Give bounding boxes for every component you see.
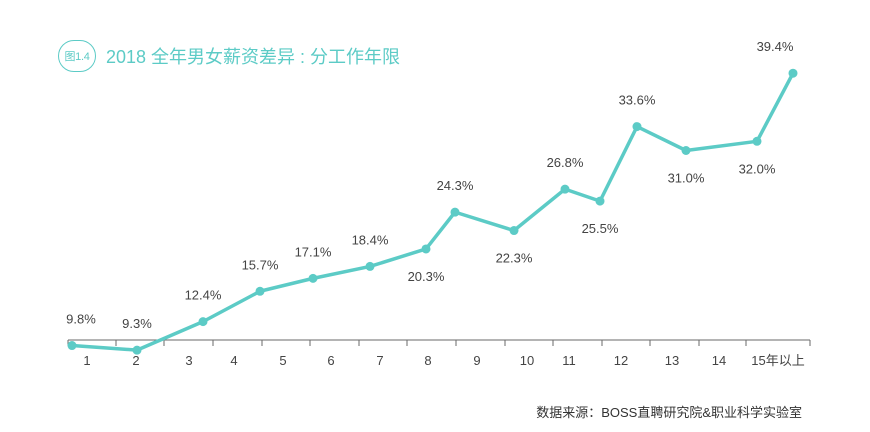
x-tick-label-2: 2 <box>132 353 139 368</box>
x-tick-label-11: 11 <box>562 353 576 368</box>
x-tick-label-15: 15年以上 <box>751 353 804 368</box>
x-tick-label-4: 4 <box>230 353 237 368</box>
x-tick-label-13: 13 <box>665 353 679 368</box>
chart-title: 2018 全年男女薪资差异 : 分工作年限 <box>106 47 401 67</box>
data-point-15 <box>788 68 798 78</box>
data-point-4 <box>255 286 265 296</box>
data-point-11 <box>595 196 605 206</box>
data-label-10: 26.8% <box>547 155 584 170</box>
data-label-9: 22.3% <box>496 251 533 266</box>
data-point-13 <box>681 146 691 155</box>
data-label-7: 20.3% <box>408 269 445 284</box>
x-tick-label-1: 1 <box>83 353 90 368</box>
data-label-3: 12.4% <box>185 288 222 303</box>
x-tick-label-9: 9 <box>473 353 480 368</box>
chart-header: 图1.4 2018 全年男女薪资差异 : 分工作年限 <box>58 40 400 72</box>
data-point-7 <box>421 244 431 254</box>
data-label-13: 31.0% <box>668 171 705 186</box>
data-point-9 <box>509 226 519 236</box>
x-tick-label-12: 12 <box>614 353 628 368</box>
data-point-14 <box>752 136 762 146</box>
data-label-2: 9.3% <box>122 316 152 331</box>
data-label-12: 33.6% <box>619 93 656 108</box>
data-label-5: 17.1% <box>295 244 332 259</box>
data-point-6 <box>365 261 375 271</box>
data-point-1 <box>67 341 77 351</box>
x-tick-label-5: 5 <box>279 353 286 368</box>
data-label-8: 24.3% <box>437 178 474 193</box>
x-tick-label-8: 8 <box>424 353 431 368</box>
data-label-11: 25.5% <box>582 221 619 236</box>
data-label-1: 9.8% <box>66 312 96 327</box>
data-label-4: 15.7% <box>242 257 279 272</box>
data-label-6: 18.4% <box>352 232 389 247</box>
x-tick-label-7: 7 <box>376 353 383 368</box>
data-point-8 <box>450 207 460 217</box>
x-tick-label-6: 6 <box>327 353 334 368</box>
data-source-note: 数据来源：BOSS直聘研究院&职业科学实验室 <box>536 405 802 420</box>
data-label-15: 39.4% <box>757 39 794 54</box>
data-label-14: 32.0% <box>739 161 776 176</box>
data-point-10 <box>560 184 570 194</box>
data-point-2 <box>132 345 142 355</box>
data-point-12 <box>632 122 642 132</box>
series-line <box>70 71 795 352</box>
figure-badge: 图1.4 <box>58 40 96 72</box>
data-point-3 <box>198 317 208 327</box>
x-tick-label-3: 3 <box>185 353 192 368</box>
data-point-5 <box>308 273 318 283</box>
x-tick-label-14: 14 <box>712 353 726 368</box>
x-tick-label-10: 10 <box>520 353 534 368</box>
